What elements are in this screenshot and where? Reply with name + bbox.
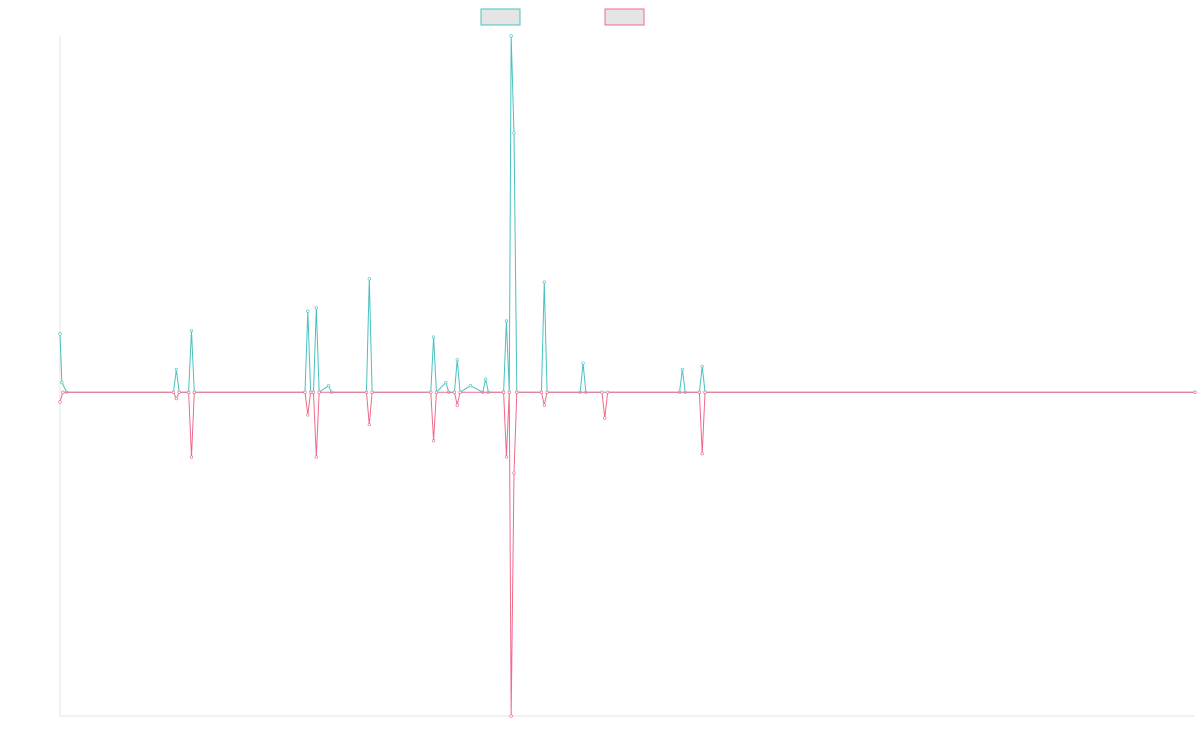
series-2-point[interactable]	[171, 390, 176, 394]
series-1-point[interactable]	[468, 384, 473, 388]
axes	[59, 36, 1195, 717]
series-1-point[interactable]	[60, 380, 64, 385]
series-1-point[interactable]	[444, 380, 448, 385]
series-2-point[interactable]	[700, 452, 704, 456]
series-2-point[interactable]	[311, 390, 316, 394]
legend-swatch-2[interactable]	[604, 8, 645, 26]
series-1-point[interactable]	[680, 367, 684, 372]
series-2-point[interactable]	[539, 390, 544, 394]
series-2-point[interactable]	[317, 390, 321, 394]
series-2-point[interactable]	[697, 390, 701, 394]
legend-swatch-1[interactable]	[480, 8, 521, 26]
series-2-point[interactable]	[703, 390, 707, 394]
series-2-point[interactable]	[606, 390, 610, 394]
series-2-point[interactable]	[306, 413, 310, 417]
series-1-point[interactable]	[367, 277, 371, 281]
series-2-point[interactable]	[61, 390, 65, 394]
series-2-point[interactable]	[192, 390, 196, 394]
series-2	[58, 390, 1197, 718]
series-2-point[interactable]	[600, 390, 604, 394]
series-1-point[interactable]	[327, 384, 331, 388]
series-2-point[interactable]	[314, 455, 318, 459]
series-2-point[interactable]	[455, 403, 459, 407]
series-2-point[interactable]	[187, 390, 191, 394]
series-1-point[interactable]	[509, 34, 513, 38]
series-2-point[interactable]	[303, 390, 307, 394]
series-1-point[interactable]	[504, 319, 509, 323]
series-2-point[interactable]	[458, 390, 462, 394]
series-2-point[interactable]	[515, 390, 519, 394]
series-1-point[interactable]	[512, 131, 516, 135]
series-2-point[interactable]	[512, 471, 516, 475]
series-1-point[interactable]	[189, 329, 194, 333]
series-1	[58, 34, 1197, 394]
series-2-point[interactable]	[434, 390, 439, 394]
series-1-point[interactable]	[542, 280, 546, 284]
series-2-point[interactable]	[174, 397, 178, 401]
series-1-point[interactable]	[700, 364, 704, 368]
series-2-point[interactable]	[542, 403, 546, 407]
series-2-point[interactable]	[603, 416, 607, 420]
series-2-point[interactable]	[545, 390, 549, 394]
legend	[480, 8, 645, 26]
series-1-point[interactable]	[314, 306, 318, 310]
series-1-point[interactable]	[432, 335, 436, 339]
series-2-point[interactable]	[429, 390, 433, 394]
series-1-line	[59, 35, 1195, 393]
series-2-point[interactable]	[509, 714, 513, 718]
series-2-point[interactable]	[502, 390, 506, 394]
series-2-point[interactable]	[432, 439, 436, 443]
series-2-point[interactable]	[177, 390, 181, 394]
series-2-point[interactable]	[370, 390, 374, 394]
series-1-point[interactable]	[306, 309, 310, 313]
series-1-point[interactable]	[455, 358, 459, 362]
series-2-line	[59, 391, 1195, 717]
series-2-point[interactable]	[507, 390, 511, 394]
series-2-point[interactable]	[58, 400, 62, 404]
series-1-point[interactable]	[58, 332, 62, 336]
series-2-point[interactable]	[504, 455, 509, 459]
series-2-point[interactable]	[367, 422, 371, 427]
series-2-point[interactable]	[452, 390, 457, 394]
series-2-point[interactable]	[364, 390, 369, 394]
series-1-point[interactable]	[581, 361, 585, 365]
series-layer	[58, 34, 1197, 718]
series-2-point[interactable]	[189, 455, 194, 459]
series-1-point[interactable]	[484, 377, 488, 381]
series-2-point[interactable]	[1193, 390, 1197, 394]
series-1-point[interactable]	[174, 367, 178, 372]
series-2-point[interactable]	[309, 390, 313, 394]
